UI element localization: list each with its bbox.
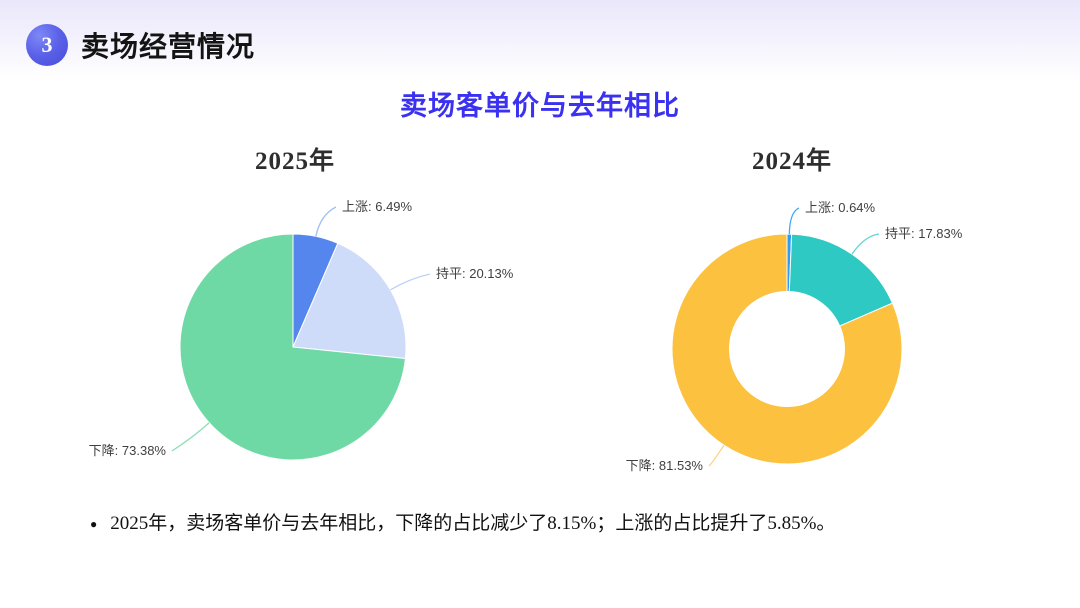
summary-bullet: ● 2025年，卖场客单价与去年相比，下降的占比减少了8.15%；上涨的占比提升…: [90, 511, 1030, 537]
slice-label-上涨: 上涨: 0.64%: [805, 200, 876, 215]
section-number-badge: 3: [26, 24, 68, 66]
bullet-icon: ●: [90, 517, 98, 531]
label-leader-line: [708, 444, 725, 467]
slice-label-下降: 下降: 73.38%: [89, 443, 167, 458]
slice-label-持平: 持平: 20.13%: [436, 266, 514, 281]
label-leader-line: [171, 422, 210, 452]
slice-label-下降: 下降: 81.53%: [626, 458, 704, 473]
chart-2025: 2025年 上涨: 6.49% 持平: 20.13% 下降: 73.38%: [55, 141, 535, 516]
header-gradient-band: [0, 0, 1080, 80]
section-number: 3: [41, 32, 53, 57]
page-title: 卖场经营情况: [81, 32, 256, 63]
slice-label-持平: 持平: 17.83%: [885, 226, 963, 241]
donut-chart-2024: 上涨: 0.64% 持平: 17.83% 下降: 81.53%: [626, 200, 963, 473]
chart-2025-title: 2025年: [254, 148, 335, 175]
label-leader-line: [788, 207, 800, 235]
pie-slice-下降: [179, 233, 406, 461]
pie-slice-下降: [671, 233, 903, 465]
slice-label-上涨: 上涨: 6.49%: [342, 199, 413, 214]
chart-2024-title: 2024年: [751, 148, 832, 175]
label-leader-line: [315, 206, 337, 237]
chart-main-title: 卖场客单价与去年相比: [400, 91, 680, 121]
slide-header: 3 卖场经营情况: [26, 24, 255, 66]
chart-2024: 2024年 上涨: 0.64% 持平: 17.83% 下降: 81.53%: [552, 141, 1032, 516]
summary-text: 2025年，卖场客单价与去年相比，下降的占比减少了8.15%；上涨的占比提升了5…: [110, 513, 836, 534]
pie-slice-持平: [292, 242, 407, 360]
label-leader-line: [390, 273, 431, 291]
label-leader-line: [851, 233, 880, 255]
pie-chart-2025: 上涨: 6.49% 持平: 20.13% 下降: 73.38%: [89, 199, 514, 461]
